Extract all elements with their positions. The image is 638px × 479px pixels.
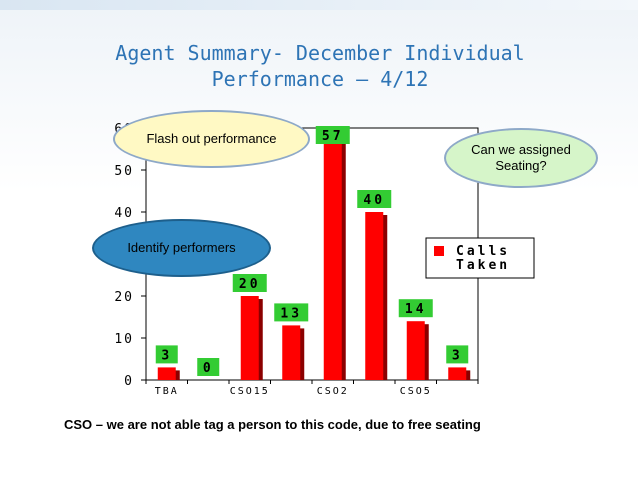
legend-box [425, 237, 535, 279]
data-label-bg [398, 299, 433, 318]
bar [323, 140, 342, 380]
y-tick-label: 20 [114, 290, 134, 305]
callout-identify-performers: Identify performers [92, 219, 271, 277]
x-tick-label: CSO5 [400, 386, 432, 397]
data-label: 3 [161, 348, 172, 363]
callout-assign-seating: Can we assigned Seating? [444, 128, 598, 188]
bar [282, 325, 301, 380]
bar [240, 296, 259, 380]
x-tick-label: TBA [155, 386, 179, 397]
y-tick-label: 50 [114, 164, 134, 179]
data-label-bg [315, 126, 350, 144]
x-tick-label: CSO2 [317, 386, 349, 397]
legend-label: Calls [456, 244, 510, 259]
data-label: 57 [322, 129, 344, 144]
legend-swatch [434, 246, 444, 256]
x-tick-label: CSO15 [230, 386, 270, 397]
slide-title: Agent Summary- December Individual Perfo… [80, 40, 560, 92]
data-label: 14 [405, 302, 427, 317]
slide-title-line1: Agent Summary- December Individual [115, 41, 525, 65]
bar [365, 212, 384, 380]
data-label-bg [274, 303, 309, 322]
data-label: 13 [280, 306, 302, 321]
bar [448, 367, 467, 380]
data-label: 40 [363, 193, 385, 208]
data-label: 3 [452, 348, 463, 363]
data-label-bg [446, 345, 469, 364]
bar [157, 367, 176, 380]
bar [406, 321, 425, 380]
y-tick-label: 10 [114, 332, 134, 347]
data-label-bg [155, 345, 178, 364]
callout-flash-out: Flash out performance [113, 110, 310, 168]
data-label-bg [357, 190, 392, 208]
data-label: 20 [239, 277, 261, 292]
data-label: 0 [203, 361, 214, 376]
y-tick-label: 40 [114, 206, 134, 221]
footnote: CSO – we are not able tag a person to th… [64, 417, 481, 432]
y-tick-label: 0 [124, 374, 134, 389]
slide-title-line2: Performance – 4/12 [211, 67, 429, 91]
data-label-bg [232, 274, 267, 292]
legend-label: Taken [456, 258, 510, 273]
top-band [0, 0, 638, 10]
data-label-bg [197, 358, 220, 376]
